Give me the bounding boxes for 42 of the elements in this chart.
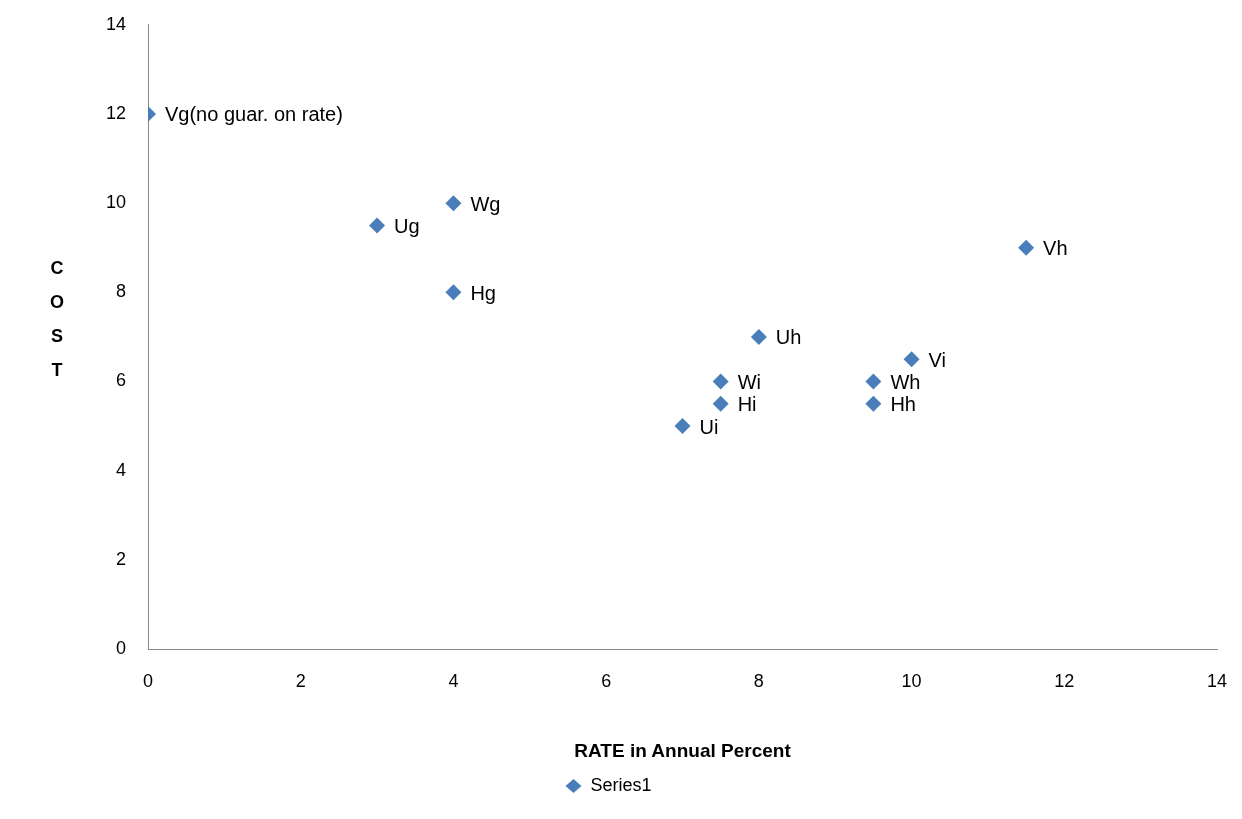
annotation: Ug — [394, 214, 420, 237]
point — [865, 373, 882, 390]
annotation: Wg — [470, 192, 501, 215]
point — [445, 284, 462, 301]
x-axis-title: RATE in Annual Percent — [574, 739, 792, 761]
point — [750, 328, 767, 345]
y-tick-label: 6 — [115, 370, 126, 391]
x-tick-label: 2 — [295, 670, 306, 691]
point — [674, 418, 691, 435]
annotation: Vi — [928, 348, 946, 371]
annotation: Hh — [890, 393, 916, 416]
x-tick-label: 0 — [142, 670, 154, 691]
point — [712, 373, 729, 390]
point — [903, 351, 920, 368]
point — [1018, 239, 1035, 256]
point — [445, 195, 462, 212]
x-tick-label: 12 — [1054, 670, 1075, 691]
annotation: Vg(no guar. on rate) — [165, 103, 343, 126]
annotation: Wh — [890, 371, 921, 393]
x-tick-label: 8 — [753, 670, 764, 691]
y-tick-label: 14 — [105, 13, 126, 34]
x-tick-label: 4 — [448, 670, 459, 691]
y-tick-label: 8 — [115, 281, 126, 302]
y-tick-label: 12 — [105, 102, 126, 123]
legend-label: Series1 — [590, 774, 652, 795]
annotation: Wi — [737, 371, 762, 393]
x-tick-label: 14 — [1206, 670, 1228, 691]
annotation: Hg — [470, 281, 497, 304]
point — [369, 217, 386, 234]
annotation: Hi — [737, 393, 757, 416]
y-tick-label: 10 — [105, 192, 126, 213]
y-tick-label: 0 — [115, 637, 126, 658]
y-axis-title: COST — [46, 258, 67, 394]
point — [865, 395, 882, 412]
annotation: Uh — [775, 326, 802, 349]
point — [712, 395, 729, 412]
annotation: Vh — [1043, 237, 1068, 260]
x-tick-label: 10 — [901, 670, 922, 691]
y-tick-label: 4 — [115, 459, 126, 480]
y-tick-label: 2 — [115, 548, 126, 569]
x-tick-label: 6 — [601, 670, 612, 691]
annotation: Ui — [699, 415, 719, 438]
